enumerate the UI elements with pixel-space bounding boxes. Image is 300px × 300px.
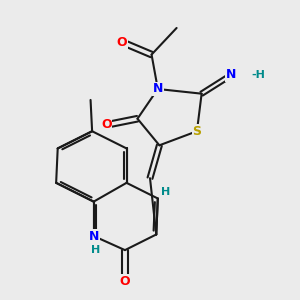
Text: N: N (226, 68, 236, 81)
Text: N: N (88, 230, 99, 242)
Text: H: H (91, 245, 100, 255)
Text: -H: -H (252, 70, 266, 80)
Text: N: N (153, 82, 163, 95)
Text: H: H (161, 187, 170, 197)
Text: N: N (88, 230, 99, 242)
Text: O: O (120, 275, 130, 288)
Text: O: O (101, 118, 112, 131)
Text: S: S (192, 125, 201, 138)
Text: H: H (91, 245, 100, 255)
Text: O: O (116, 36, 127, 49)
